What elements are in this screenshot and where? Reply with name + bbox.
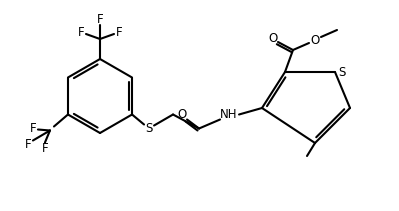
Text: F: F xyxy=(116,26,122,38)
Text: F: F xyxy=(78,26,84,38)
Text: S: S xyxy=(145,122,153,135)
Text: O: O xyxy=(269,31,278,45)
Text: F: F xyxy=(97,12,103,26)
Text: NH: NH xyxy=(220,108,238,121)
Text: F: F xyxy=(30,122,36,135)
Text: S: S xyxy=(338,65,346,78)
Text: O: O xyxy=(310,34,320,46)
Text: F: F xyxy=(41,142,48,155)
Text: O: O xyxy=(178,108,187,121)
Text: F: F xyxy=(25,138,31,151)
